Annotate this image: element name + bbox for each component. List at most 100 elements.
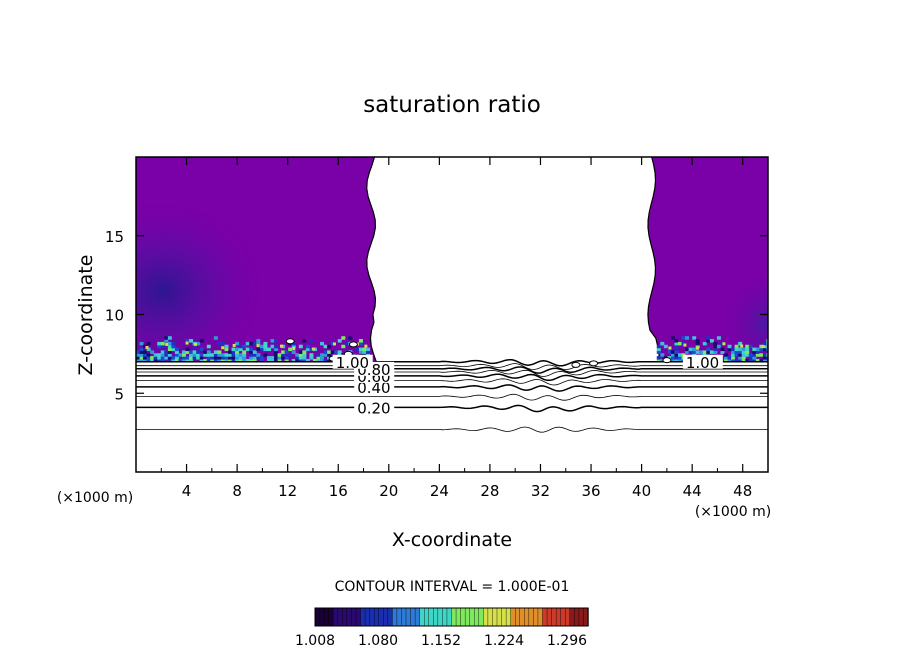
colorbar-swatch	[433, 607, 439, 627]
colorbar-swatch	[478, 607, 485, 627]
colorbar-swatch	[501, 607, 507, 627]
x-tick-label: 12	[278, 482, 297, 500]
colorbar-swatch	[455, 607, 462, 627]
colorbar-swatch	[337, 607, 344, 627]
contour-label-bg	[354, 400, 395, 415]
colorbar-swatch	[364, 607, 371, 627]
colorbar-swatch	[474, 607, 480, 627]
colorbar-swatch	[578, 607, 585, 627]
colorbar-swatch	[505, 607, 512, 627]
colorbar-swatch	[464, 607, 471, 627]
colorbar-swatch	[333, 607, 339, 627]
contour-line	[136, 384, 768, 392]
colorbar-swatch	[373, 607, 380, 627]
colorbar-swatch	[405, 607, 412, 627]
contour-line	[136, 426, 768, 433]
colorbar-swatch	[419, 607, 425, 627]
colorbar-swatch	[378, 607, 384, 627]
colorbar-tick-label: 1.080	[358, 633, 398, 649]
colorbar-swatch	[342, 607, 348, 627]
colorbar-swatch	[428, 607, 435, 627]
colorbar-swatch	[551, 607, 557, 627]
y-unit-label: (×1000 m)	[57, 490, 133, 506]
colorbar-tick-label: 1.296	[547, 633, 587, 649]
y-tick-label: 15	[105, 228, 124, 246]
colorbar-swatch	[574, 607, 580, 627]
colorbar-swatch	[487, 607, 494, 627]
colorbar-swatch	[387, 607, 394, 627]
right-cloud-outline	[647, 157, 768, 363]
contour-label: 0.20	[357, 399, 390, 417]
x-tick-label: 32	[531, 482, 550, 500]
colorbar-swatch	[492, 607, 498, 627]
colorbar-frame	[314, 607, 589, 627]
colorbar-swatch	[515, 607, 521, 627]
colorbar-swatch	[537, 607, 544, 627]
colorbar-swatch	[546, 607, 553, 627]
x-tick-label: 20	[379, 482, 398, 500]
x-tick-label: 16	[329, 482, 348, 500]
colorbar-swatch	[351, 607, 357, 627]
colorbar-swatch	[510, 607, 516, 627]
colorbar-swatch	[410, 607, 416, 627]
colorbar-swatch	[542, 607, 548, 627]
contour-line	[136, 363, 768, 370]
x-tick-label: 36	[581, 482, 600, 500]
contour-label: 1.00	[336, 354, 369, 372]
contour-label-bg	[354, 379, 395, 394]
y-tick-label: 5	[114, 385, 124, 403]
colorbar-swatch	[437, 607, 444, 627]
colorbar-tick-label: 1.008	[295, 633, 335, 649]
contour-label: 0.40	[357, 379, 390, 397]
colorbar-swatch	[451, 607, 457, 627]
contour-line	[136, 404, 768, 413]
x-tick-label: 8	[232, 482, 242, 500]
x-tick-label: 24	[430, 482, 449, 500]
plot-area: 0.200.400.600.801.00 1.00	[136, 157, 768, 433]
colorbar-swatch	[424, 607, 430, 627]
colorbar-swatch	[483, 607, 489, 627]
y-tick-label: 10	[105, 307, 124, 325]
colorbar-swatch	[569, 607, 576, 627]
colorbar-swatch	[369, 607, 375, 627]
contour-label: 1.00	[686, 354, 719, 372]
colorbar-swatch	[533, 607, 539, 627]
colorbar-swatch	[383, 607, 389, 627]
contour-label-bg	[332, 354, 373, 369]
colorbar-swatch	[460, 607, 466, 627]
colorbar-swatch	[346, 607, 353, 627]
contour-line	[136, 373, 768, 382]
colorbar-swatch	[396, 607, 403, 627]
contour-label-bg	[682, 354, 723, 369]
y-axis-title: Z-coordinate	[75, 255, 97, 376]
left-cloud-outline	[136, 157, 378, 363]
colorbar-swatch	[323, 607, 330, 627]
x-tick-label: 48	[733, 482, 752, 500]
colorbar: 1.008 1.080 1.152 1.224 1.296	[295, 607, 589, 649]
contour-line	[136, 369, 768, 377]
chart-title: saturation ratio	[363, 92, 541, 118]
contour-lines	[136, 358, 768, 433]
colorbar-swatch	[446, 607, 453, 627]
colorbar-swatch	[319, 607, 325, 627]
colorbar-swatch	[524, 607, 530, 627]
contour-line	[136, 366, 768, 374]
colorbar-swatch	[496, 607, 503, 627]
x-unit-label: (×1000 m)	[695, 504, 771, 520]
colorbar-tick-label: 1.152	[421, 633, 461, 649]
colorbar-swatch	[555, 607, 562, 627]
colorbar-tick-label: 1.224	[484, 633, 524, 649]
x-tick-label: 28	[480, 482, 499, 500]
contour-line	[136, 378, 768, 386]
colorbar-swatch	[328, 607, 334, 627]
colorbar-swatch	[314, 607, 321, 627]
colorbar-swatch	[392, 607, 398, 627]
x-axis-title: X-coordinate	[392, 529, 512, 551]
colorbar-swatch	[401, 607, 407, 627]
x-tick-label: 40	[632, 482, 651, 500]
colorbar-swatch	[519, 607, 526, 627]
contour-interval-text: CONTOUR INTERVAL = 1.000E-01	[335, 579, 570, 595]
